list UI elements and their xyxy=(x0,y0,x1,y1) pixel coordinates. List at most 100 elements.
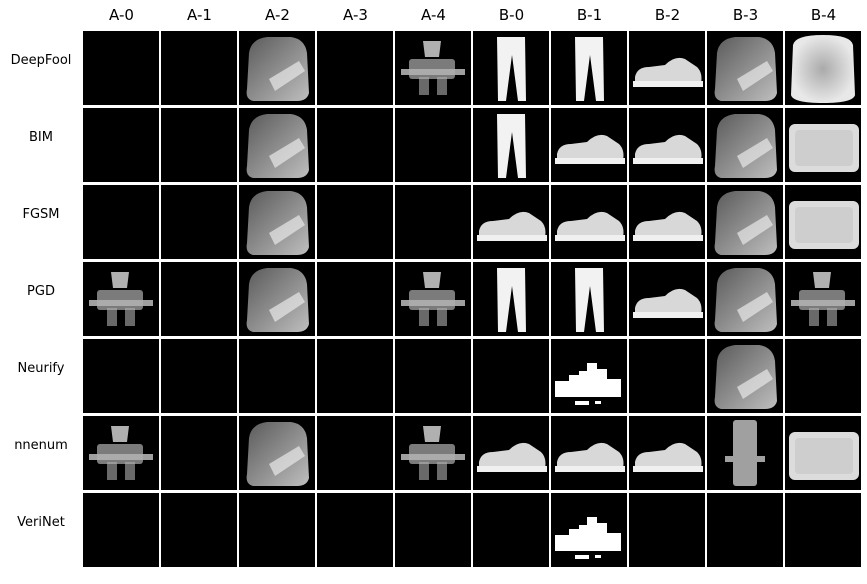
cell-image xyxy=(83,339,159,413)
cell-image xyxy=(83,108,159,182)
image-cell-trouser xyxy=(551,31,627,105)
cell-image xyxy=(317,262,393,336)
row-label: Neurify xyxy=(17,361,65,376)
cell-image xyxy=(395,339,471,413)
cell-image xyxy=(633,442,703,472)
column-label: A-4 xyxy=(421,6,446,24)
image-cell-empty xyxy=(317,262,393,336)
cell-image xyxy=(633,57,703,87)
image-cell-empty xyxy=(239,493,315,567)
cell-image xyxy=(161,185,237,259)
image-cell-empty xyxy=(317,493,393,567)
cell-image xyxy=(317,493,393,567)
cell-image xyxy=(555,442,625,472)
image-cell-empty xyxy=(707,493,783,567)
cell-image xyxy=(83,493,159,567)
cell-image xyxy=(239,493,315,567)
cell-image xyxy=(395,108,471,182)
cell-image xyxy=(473,493,549,567)
cell-image xyxy=(401,272,465,326)
row-label: DeepFool xyxy=(10,53,72,68)
cell-image xyxy=(629,339,705,413)
image-cell-sneaker xyxy=(629,416,705,490)
image-cell-empty xyxy=(473,493,549,567)
image-cell-empty xyxy=(161,185,237,259)
image-cell-empty xyxy=(83,185,159,259)
cell-image xyxy=(395,185,471,259)
image-cell-empty xyxy=(161,339,237,413)
cell-image xyxy=(317,339,393,413)
row-label: PGD xyxy=(27,284,55,299)
image-cell-empty xyxy=(629,493,705,567)
cell-image xyxy=(317,108,393,182)
image-cell-empty xyxy=(629,339,705,413)
image-cell-empty xyxy=(395,108,471,182)
column-label: B-2 xyxy=(654,6,681,24)
cell-image xyxy=(497,114,526,178)
image-cell-boot xyxy=(707,108,783,182)
image-cell-boot xyxy=(707,31,783,105)
column-label: A-2 xyxy=(265,6,290,24)
image-cell-empty xyxy=(83,339,159,413)
cell-image xyxy=(707,493,783,567)
column-label: B-4 xyxy=(810,6,837,24)
image-cell-sneaker xyxy=(629,262,705,336)
image-cell-boot xyxy=(239,262,315,336)
cell-image xyxy=(714,191,777,255)
cell-image xyxy=(161,108,237,182)
cell-image xyxy=(161,493,237,567)
cell-image xyxy=(89,272,153,326)
cell-image xyxy=(555,134,625,164)
cell-image xyxy=(317,31,393,105)
image-cell-empty xyxy=(83,108,159,182)
image-cell-empty xyxy=(395,493,471,567)
image-cell-sneaker xyxy=(473,185,549,259)
image-cell-boot xyxy=(239,185,315,259)
cell-image xyxy=(246,422,309,486)
cell-image xyxy=(246,191,309,255)
image-cell-boot xyxy=(707,339,783,413)
row-label: FGSM xyxy=(22,207,60,222)
cell-image xyxy=(714,345,777,409)
cell-image xyxy=(89,426,153,480)
image-cell-empty xyxy=(317,31,393,105)
cell-image xyxy=(789,124,859,172)
cell-image xyxy=(395,493,471,567)
image-cell-sneaker xyxy=(629,108,705,182)
cell-image xyxy=(555,363,621,405)
image-cell-empty xyxy=(317,416,393,490)
image-cell-empty xyxy=(317,108,393,182)
cell-image xyxy=(725,420,765,486)
image-cell-bag xyxy=(785,185,861,259)
cell-image xyxy=(789,432,859,480)
cell-image xyxy=(317,185,393,259)
cell-image xyxy=(555,517,621,559)
column-label: B-3 xyxy=(732,6,759,24)
column-label: A-1 xyxy=(187,6,212,24)
image-cell-empty xyxy=(785,493,861,567)
row-label: BIM xyxy=(29,130,53,145)
image-cell-empty xyxy=(161,416,237,490)
image-cell-blob xyxy=(83,262,159,336)
image-cell-empty xyxy=(83,493,159,567)
cell-image xyxy=(714,268,777,332)
image-cell-boot xyxy=(707,262,783,336)
column-label: B-0 xyxy=(498,6,525,24)
cell-image xyxy=(161,416,237,490)
cell-image xyxy=(714,114,777,178)
image-cell-empty xyxy=(785,339,861,413)
image-cell-empty xyxy=(395,339,471,413)
cell-image xyxy=(785,493,861,567)
image-cell-empty xyxy=(161,493,237,567)
image-cell-sneaker xyxy=(629,185,705,259)
cell-image xyxy=(789,201,859,249)
image-cell-boot xyxy=(239,31,315,105)
image-cell-boot xyxy=(239,108,315,182)
cell-image xyxy=(714,37,777,101)
image-cell-empty xyxy=(83,31,159,105)
image-cell-boot xyxy=(707,185,783,259)
cell-image xyxy=(575,268,604,332)
image-cell-empty xyxy=(161,108,237,182)
image-cell-sneaker xyxy=(551,108,627,182)
